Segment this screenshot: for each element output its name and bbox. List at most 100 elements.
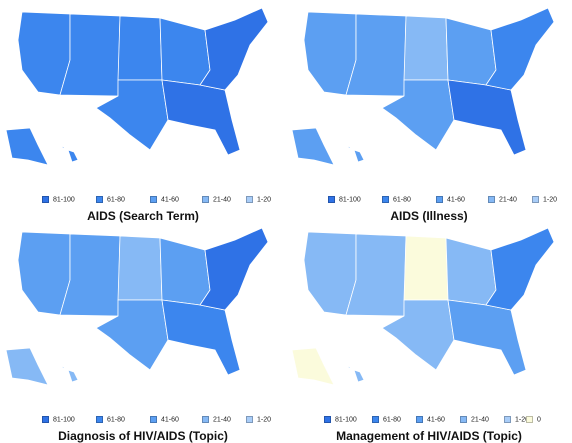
legend-item: 41-60 — [150, 196, 179, 208]
region-plains — [403, 15, 449, 81]
us-choropleth-map — [5, 7, 269, 166]
legend-item: 1-20 — [246, 196, 271, 208]
region-midwest — [159, 17, 211, 86]
legend: 81-100 61-80 41-60 21-40 1-20 0 — [286, 416, 572, 428]
legend-swatch — [42, 416, 49, 423]
map-panel-aids-search-term: 81-100 61-80 41-60 21-40 1-20 AIDS (Search T… — [0, 0, 286, 223]
map-panel-diagnosis: 81-100 61-80 41-60 21-40 1-20 Diagnosis of H… — [0, 220, 286, 443]
region-midwest — [445, 17, 497, 86]
legend-item: 41-60 — [416, 416, 445, 428]
legend-label: 1-20 — [257, 196, 272, 204]
region-mountain — [59, 233, 121, 317]
legend-label: 21-40 — [499, 196, 517, 204]
legend-item: 21-40 — [202, 196, 231, 208]
legend-swatch — [382, 196, 389, 203]
region-west — [17, 231, 71, 316]
region-mountain — [59, 13, 121, 97]
legend-swatch — [416, 416, 423, 423]
legend-item: 41-60 — [150, 416, 179, 428]
region-alaska — [5, 347, 49, 386]
region-southeast — [447, 299, 527, 376]
us-choropleth-map — [291, 7, 555, 166]
legend-swatch — [150, 196, 157, 203]
legend-label: 81-100 — [335, 416, 357, 424]
us-choropleth-map — [291, 227, 555, 386]
region-alaska — [5, 127, 49, 166]
region-northeast — [485, 227, 555, 311]
legend-label: 1-20 — [515, 416, 530, 424]
region-northeast — [199, 7, 269, 91]
legend-item: 61-80 — [372, 416, 401, 428]
legend-swatch — [42, 196, 49, 203]
region-mountain — [345, 233, 407, 317]
region-plains — [117, 235, 163, 301]
map-title: Diagnosis of HIV/AIDS (Topic) — [58, 429, 228, 443]
region-northeast — [199, 227, 269, 311]
region-plains — [117, 15, 163, 81]
region-southeast — [447, 79, 527, 156]
region-hawaii — [61, 365, 79, 383]
legend-label: 61-80 — [107, 196, 125, 204]
legend-item: 41-60 — [436, 196, 465, 208]
region-west — [17, 11, 71, 96]
map-panel-management: 81-100 61-80 41-60 21-40 1-20 0 Management of… — [286, 220, 572, 443]
legend-swatch — [372, 416, 379, 423]
legend-swatch — [246, 416, 253, 423]
region-midwest — [159, 237, 211, 306]
legend-swatch — [324, 416, 331, 423]
legend-label: 81-100 — [339, 196, 361, 204]
legend-swatch — [460, 416, 467, 423]
region-southeast — [161, 299, 241, 376]
region-alaska — [291, 347, 335, 386]
legend-swatch — [96, 416, 103, 423]
map-title: AIDS (Search Term) — [87, 209, 199, 223]
region-hawaii — [61, 145, 79, 163]
legend-item: 61-80 — [96, 196, 125, 208]
region-northeast — [485, 7, 555, 91]
map-title: Management of HIV/AIDS (Topic) — [336, 429, 522, 443]
map-title: AIDS (Illness) — [390, 209, 468, 223]
legend-label: 81-100 — [53, 196, 75, 204]
region-west — [303, 11, 357, 96]
legend-label: 1-20 — [257, 416, 272, 424]
legend-item: 1-20 — [504, 416, 529, 428]
legend-item: 21-40 — [488, 196, 517, 208]
legend-item: 81-100 — [42, 196, 75, 208]
legend-label: 1-20 — [543, 196, 558, 204]
region-alaska — [291, 127, 335, 166]
region-mountain — [345, 13, 407, 97]
legend: 81-100 61-80 41-60 21-40 1-20 — [0, 416, 286, 428]
legend-label: 21-40 — [213, 196, 231, 204]
legend: 81-100 61-80 41-60 21-40 1-20 — [0, 196, 286, 208]
legend-label: 61-80 — [107, 416, 125, 424]
legend-item: 81-100 — [328, 196, 361, 208]
legend-label: 41-60 — [447, 196, 465, 204]
us-choropleth-map — [5, 227, 269, 386]
legend-label: 21-40 — [471, 416, 489, 424]
legend-item: 21-40 — [460, 416, 489, 428]
map-panel-aids-illness: 81-100 61-80 41-60 21-40 1-20 AIDS (Illness) — [286, 0, 572, 223]
legend-label: 0 — [537, 416, 541, 424]
legend-swatch — [202, 416, 209, 423]
legend-label: 41-60 — [161, 196, 179, 204]
legend-item: 1-20 — [532, 196, 557, 208]
legend-item: 21-40 — [202, 416, 231, 428]
legend-swatch — [532, 196, 539, 203]
legend-item: 61-80 — [96, 416, 125, 428]
region-hawaii — [347, 145, 365, 163]
region-midwest — [445, 237, 497, 306]
legend-label: 61-80 — [383, 416, 401, 424]
legend-item: 81-100 — [42, 416, 75, 428]
legend-swatch — [328, 196, 335, 203]
legend-label: 41-60 — [427, 416, 445, 424]
region-west — [303, 231, 357, 316]
legend-label: 21-40 — [213, 416, 231, 424]
legend-item: 81-100 — [324, 416, 357, 428]
legend-swatch — [150, 416, 157, 423]
region-southeast — [161, 79, 241, 156]
legend-swatch — [488, 196, 495, 203]
region-plains — [403, 235, 449, 301]
legend-label: 41-60 — [161, 416, 179, 424]
legend-swatch — [504, 416, 511, 423]
legend-swatch — [526, 416, 533, 423]
